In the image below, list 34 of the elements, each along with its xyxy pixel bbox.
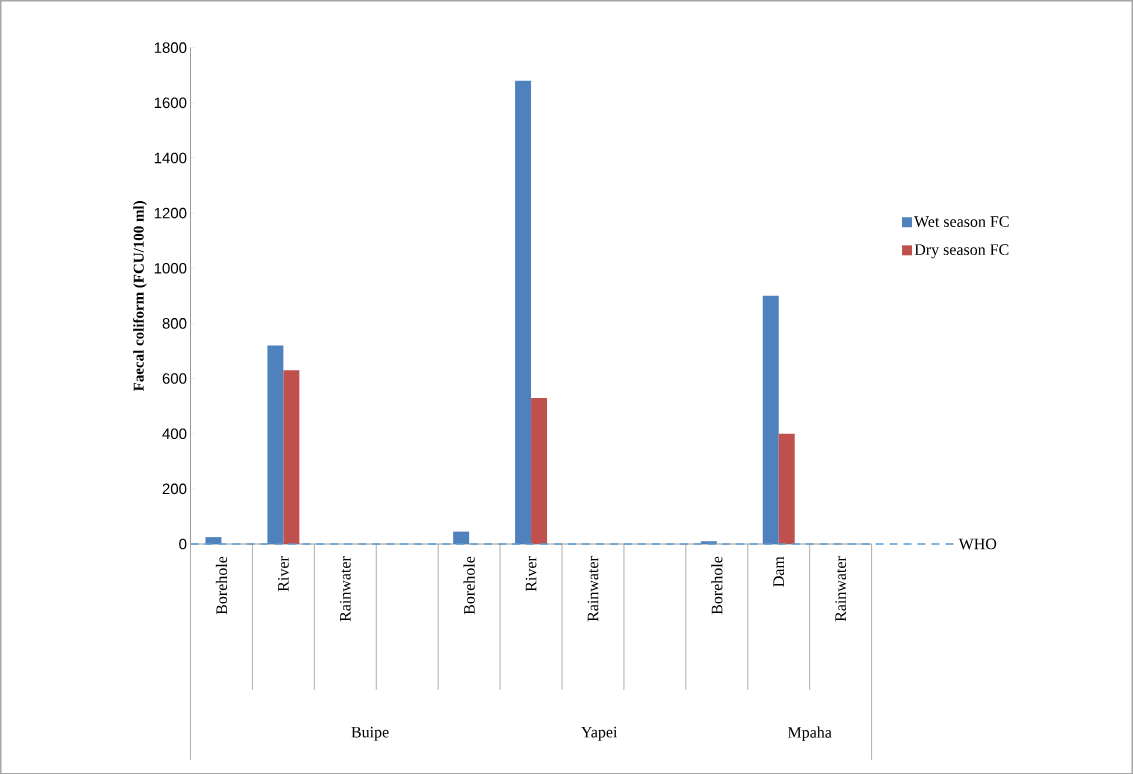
- y-tick-label: 800: [162, 317, 187, 329]
- y-tick-label: 1400: [154, 152, 187, 164]
- bar: [283, 370, 300, 544]
- x-tick-label: Dam: [773, 556, 785, 587]
- x-tick-label: Rainwater: [835, 556, 847, 622]
- bar: [515, 80, 532, 544]
- bar: [267, 345, 284, 544]
- y-tick-label: 200: [162, 483, 187, 494]
- y-tick-label: 1200: [154, 207, 187, 219]
- y-tick-label: 1000: [154, 262, 187, 274]
- bar: [205, 536, 222, 544]
- bar: [531, 397, 548, 544]
- x-tick-label: Borehole: [711, 556, 723, 615]
- text: Mpaha: [787, 726, 832, 741]
- text: Yapei: [581, 726, 618, 741]
- legend-label: Dry season FC: [914, 244, 1009, 259]
- x-tick-label: River: [278, 556, 289, 592]
- x-tick-label: Rainwater: [587, 556, 599, 622]
- y-tick-label: 1800: [154, 42, 187, 53]
- x-tick-label: Borehole: [463, 556, 475, 615]
- bar: [778, 433, 795, 544]
- x-tick-label: River: [525, 556, 537, 592]
- y-tick-label: 1600: [154, 97, 187, 108]
- y-axis-title: Faecal coliform (FCU/100 ml): [133, 200, 147, 391]
- x-tick-label: Rainwater: [339, 556, 351, 622]
- y-tick-label: 400: [162, 428, 187, 439]
- text: Buipe: [351, 726, 389, 741]
- bar: [453, 531, 470, 544]
- y-tick-label: 0: [179, 538, 187, 550]
- ref-line-label: WHO: [958, 538, 997, 550]
- x-tick-label: Borehole: [215, 556, 228, 615]
- legend-label: Wet season FC: [914, 216, 1009, 227]
- bar: [762, 295, 779, 544]
- y-tick-label: 600: [162, 373, 187, 384]
